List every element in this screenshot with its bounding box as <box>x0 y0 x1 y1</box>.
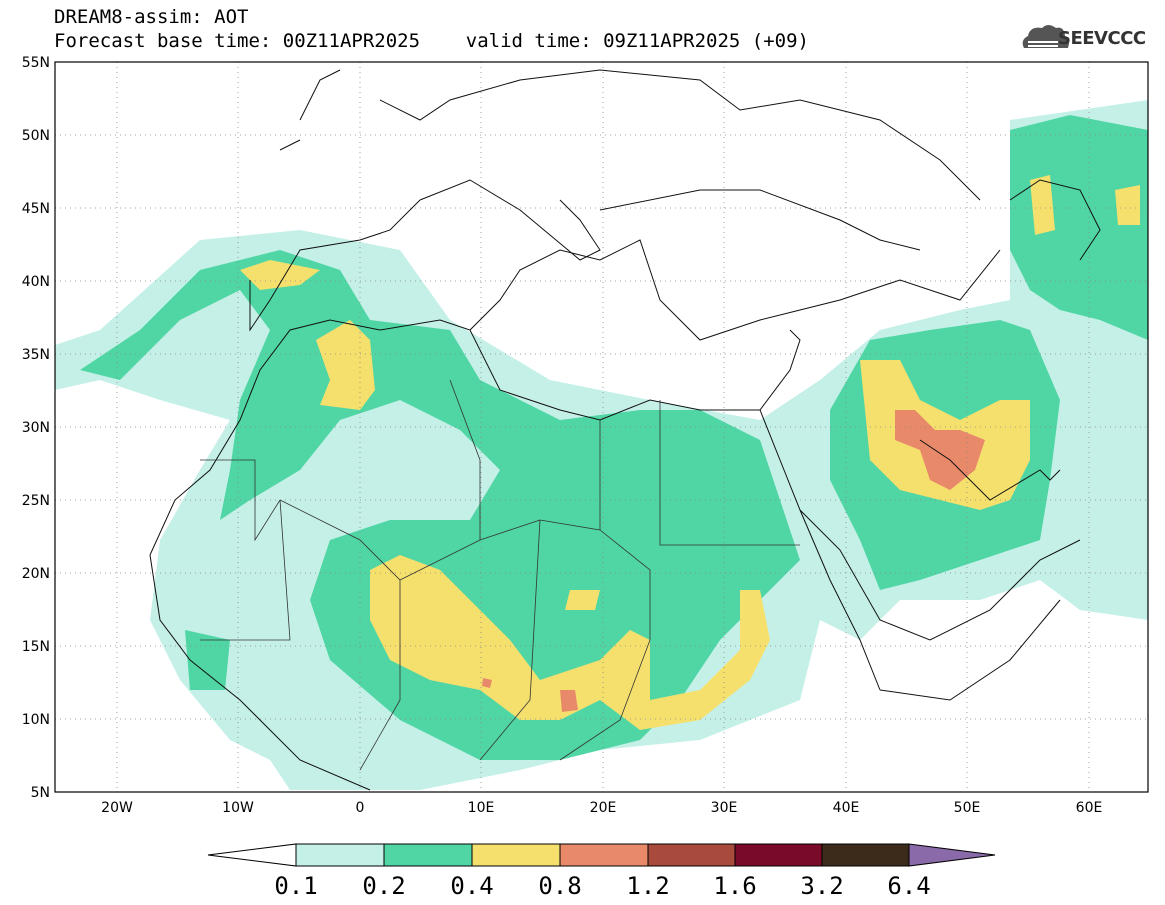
lat-tick: 30N <box>22 420 50 436</box>
lat-tick: 55N <box>22 55 50 71</box>
colorbar-swatch <box>559 843 649 867</box>
lon-tick: 10W <box>222 800 254 816</box>
lon-tick: 20W <box>101 800 133 816</box>
colorbar <box>207 843 996 867</box>
colorbar-label: 3.2 <box>800 872 843 900</box>
lat-tick: 50N <box>22 128 50 144</box>
lon-tick: 20E <box>590 800 617 816</box>
aot-contours <box>55 100 1148 790</box>
gridlines <box>55 62 1148 792</box>
aot-level-0-8 <box>482 410 985 712</box>
lon-axis: 20W 10W 0 10E 20E 30E 40E 50E 60E <box>101 800 1102 816</box>
colorbar-swatch <box>647 843 736 867</box>
lat-tick: 5N <box>31 785 50 801</box>
lat-tick: 35N <box>22 347 50 363</box>
colorbar-swatch <box>734 843 823 867</box>
colorbar-label: 0.2 <box>362 872 405 900</box>
time-info: Forecast base time: 00Z11APR2025 valid t… <box>54 30 809 52</box>
colorbar-high-arrow <box>908 843 996 867</box>
colorbar-label: 1.6 <box>713 872 756 900</box>
lon-tick: 0 <box>356 800 365 816</box>
lat-tick: 15N <box>22 639 50 655</box>
lat-tick: 40N <box>22 274 50 290</box>
lon-tick: 40E <box>833 800 860 816</box>
map-title: DREAM8-assim: AOT <box>54 6 249 28</box>
lat-tick: 25N <box>22 493 50 509</box>
colorbar-labels: 0.1 0.2 0.4 0.8 1.2 1.6 3.2 6.4 <box>274 872 930 900</box>
colorbar-label: 0.1 <box>274 872 317 900</box>
colorbar-swatch <box>295 843 385 867</box>
logo-text: SEEVCCC <box>1058 28 1146 49</box>
colorbar-low-arrow <box>207 843 297 867</box>
colorbar-swatch <box>383 843 473 867</box>
colorbar-label: 6.4 <box>887 872 930 900</box>
colorbar-swatch <box>821 843 910 867</box>
lat-tick: 10N <box>22 712 50 728</box>
lon-tick: 10E <box>468 800 495 816</box>
colorbar-label: 1.2 <box>626 872 669 900</box>
borders <box>200 379 800 771</box>
lon-tick: 60E <box>1076 800 1103 816</box>
lat-tick: 45N <box>22 201 50 217</box>
cloud-icon <box>1022 25 1069 48</box>
lat-axis: 5N 10N 15N 20N 25N 30N 35N 40N 45N 50N 5… <box>22 55 50 801</box>
colorbar-label: 0.4 <box>450 872 493 900</box>
colorbar-swatch <box>471 843 561 867</box>
lat-tick: 20N <box>22 566 50 582</box>
colorbar-label: 0.8 <box>538 872 581 900</box>
map-frame <box>54 61 1149 793</box>
lon-tick: 50E <box>954 800 981 816</box>
coastlines <box>149 69 1101 791</box>
lon-tick: 30E <box>711 800 738 816</box>
